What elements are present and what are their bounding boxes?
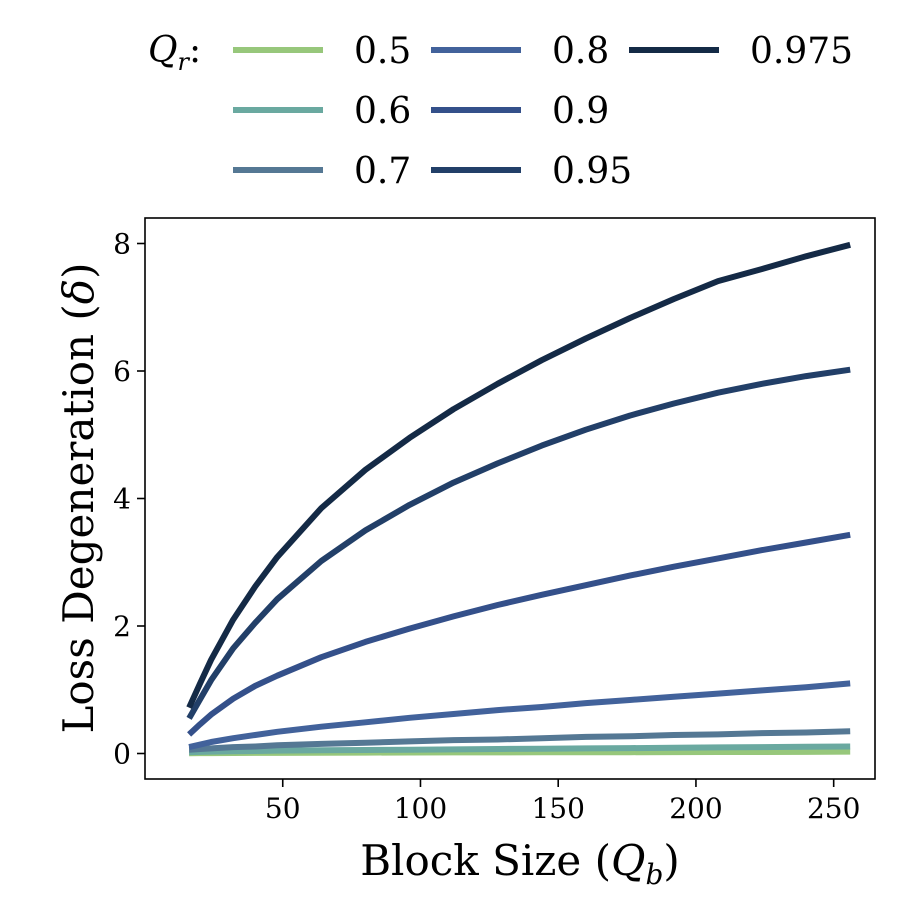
series-line-0.95: [186, 366, 851, 720]
legend-label-0.6: 0.6: [354, 91, 411, 132]
legend-label-0.8: 0.8: [552, 31, 609, 72]
legend-label-0.975: 0.975: [750, 31, 853, 72]
series-line-0.8: [188, 680, 851, 751]
y-tick-label: 4: [113, 483, 131, 516]
y-tick-label: 6: [113, 355, 131, 388]
legend-label-0.95: 0.95: [552, 151, 632, 192]
series-line-0.975: [186, 241, 851, 709]
legend-label-0.5: 0.5: [354, 31, 411, 72]
x-tick-label: 50: [265, 792, 301, 825]
legend: Qr: 0.5 0.6 0.7 0.8 0.9 0.95 0.975: [148, 30, 853, 192]
x-tick-label: 150: [531, 792, 584, 825]
series-line-0.7: [188, 728, 851, 753]
series-line-0.9: [187, 531, 851, 737]
series-line-0.6: [189, 743, 851, 756]
legend-label-0.7: 0.7: [354, 151, 411, 192]
x-tick-label: 100: [394, 792, 447, 825]
y-tick-label: 8: [113, 228, 131, 261]
series-group: [186, 241, 851, 757]
y-tick-label: 0: [113, 738, 131, 771]
x-axis-title: Block Size (Qb): [360, 836, 680, 891]
x-tick-label: 250: [807, 792, 860, 825]
y-tick-label: 2: [113, 610, 131, 643]
legend-title: Qr:: [148, 30, 201, 76]
x-tick-label: 200: [669, 792, 722, 825]
y-axis-title: Loss Degeneration (δ): [54, 263, 103, 734]
legend-label-0.9: 0.9: [552, 91, 609, 132]
